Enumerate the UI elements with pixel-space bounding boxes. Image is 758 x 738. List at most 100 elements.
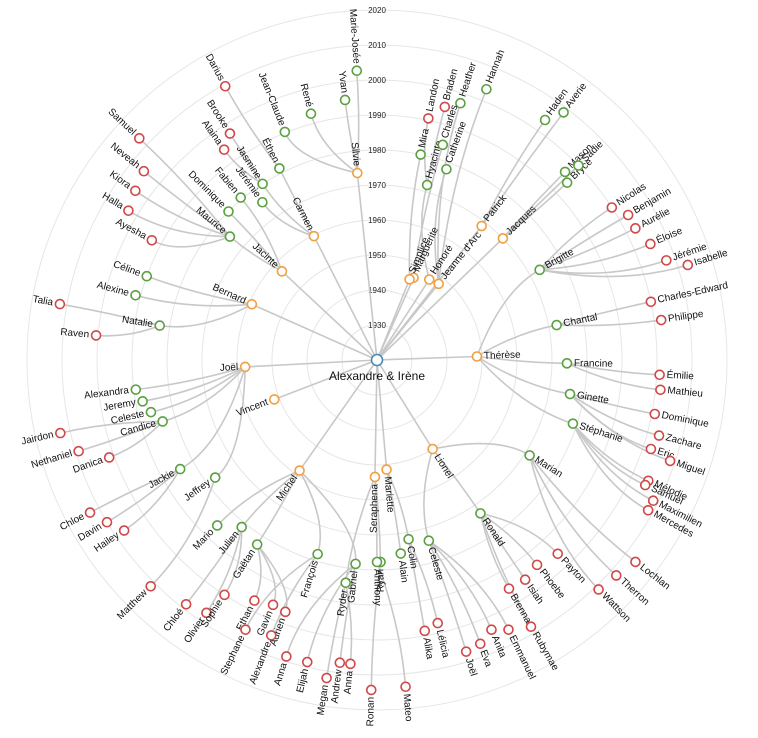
person-node-dominique[interactable]: Dominique [649,408,710,430]
person-node-celine[interactable]: Céline [112,259,153,282]
person-node-ginette[interactable]: Ginette [564,388,611,407]
person-marker[interactable] [240,624,251,635]
person-marker[interactable] [664,455,676,467]
person-marker[interactable] [257,178,268,190]
person-marker[interactable] [655,384,666,396]
person-marker[interactable] [455,97,466,109]
person-marker[interactable] [321,672,332,684]
person-node-philippe[interactable]: Philippe [655,309,705,326]
person-marker[interactable] [486,624,497,636]
person-marker[interactable] [423,113,434,124]
person-marker[interactable] [567,418,579,429]
person-marker[interactable] [219,589,230,601]
person-marker[interactable] [369,471,381,483]
person-marker[interactable] [340,577,351,589]
person-marker[interactable] [647,495,659,507]
person-node-alain[interactable]: Alain [395,548,410,583]
person-node-anna[interactable]: Anna [272,651,292,687]
person-marker[interactable] [460,646,472,657]
person-node-alexandre-irene[interactable]: Alexandre & Irène [329,353,425,384]
person-marker[interactable] [433,278,444,290]
person-marker[interactable] [339,94,351,106]
person-node-mira[interactable]: Mira [415,127,432,160]
person-marker[interactable] [130,289,141,301]
person-node-chantal[interactable]: Chantal [551,312,598,331]
person-marker[interactable] [649,408,661,420]
person-marker[interactable] [404,274,415,285]
person-marker[interactable] [350,558,361,570]
person-marker[interactable] [534,264,545,276]
person-marker[interactable] [265,630,277,641]
person-marker[interactable] [525,621,537,633]
person-node-lionel[interactable]: Lionel [427,443,455,481]
person-marker[interactable] [403,533,414,545]
person-marker[interactable] [552,548,564,560]
person-marker[interactable] [441,163,452,175]
person-node-chloe[interactable]: Chloé [162,598,192,634]
person-marker[interactable] [55,427,66,439]
person-node-matthew[interactable]: Matthew [115,580,157,622]
person-node-marie-josee[interactable]: Marie-Josée [347,8,363,77]
person-node-carmen[interactable]: Carmen [290,196,320,242]
person-node-alexandre[interactable]: Alexandre [248,630,277,686]
person-marker[interactable] [130,384,142,395]
person-node-darius[interactable]: Darius [203,52,231,92]
person-node-alexandra[interactable]: Alexandra [84,384,142,402]
person-marker[interactable] [654,369,665,381]
person-node-jeffrey[interactable]: Jeffrey [182,472,221,504]
person-node-anthony[interactable]: Anthony [371,556,382,606]
person-marker[interactable] [524,450,535,461]
person-marker[interactable] [630,223,641,234]
person-marker[interactable] [558,107,569,118]
person-node-emilie[interactable]: Émilie [654,368,695,382]
person-marker[interactable] [123,205,134,216]
person-node-heather[interactable]: Heather [455,60,479,109]
person-marker[interactable] [276,266,288,277]
person-marker[interactable] [103,452,115,463]
person-node-ethen[interactable]: Éthen [259,136,285,174]
person-node-alika[interactable]: Alika [419,625,435,660]
person-marker[interactable] [267,599,279,611]
person-marker[interactable] [239,361,251,373]
person-marker[interactable] [415,149,426,160]
person-node-gabriel[interactable]: Gabriel [346,558,361,604]
person-marker[interactable] [645,443,657,455]
person-node-silvie[interactable]: Silvie [349,142,363,179]
person-marker[interactable] [432,617,444,629]
person-marker[interactable] [73,445,84,457]
person-node-samuel[interactable]: Samuel [106,107,145,144]
person-marker[interactable] [421,179,433,191]
person-marker[interactable] [423,274,435,285]
person-marker[interactable] [439,101,451,113]
person-marker[interactable] [423,535,435,547]
person-marker[interactable] [551,319,562,331]
person-marker[interactable] [138,165,150,177]
person-marker[interactable] [345,658,356,670]
person-node-jackie[interactable]: Jackie [147,463,186,492]
person-node-elijah[interactable]: Elijah [295,656,313,694]
person-marker[interactable] [274,163,285,174]
person-node-anna[interactable]: Anna [342,658,356,695]
person-node-seraphena[interactable]: Seraphena [369,471,381,533]
person-node-ryder[interactable]: Ryder [336,577,351,617]
person-node-halla[interactable]: Halla [100,191,134,216]
person-marker[interactable] [476,220,487,232]
person-marker[interactable] [134,133,145,144]
person-marker[interactable] [645,296,657,308]
person-marker[interactable] [661,255,672,266]
person-marker[interactable] [593,584,604,595]
person-marker[interactable] [334,657,346,669]
person-node-brigitte[interactable]: Brigitte [534,246,576,276]
person-marker[interactable] [395,548,407,559]
person-marker[interactable] [224,231,236,242]
person-marker[interactable] [539,114,551,126]
person-node-jean-claude[interactable]: Jean-Claude [256,71,291,138]
person-node-jacques[interactable]: Jacques [497,204,539,244]
person-marker[interactable] [519,574,531,585]
person-node-francine[interactable]: Francine [561,358,613,370]
person-marker[interactable] [561,358,573,369]
person-node-raven[interactable]: Raven [60,327,102,341]
person-node-mateo[interactable]: Mateo [400,681,414,722]
person-marker[interactable] [305,108,317,119]
person-marker[interactable] [655,314,667,326]
